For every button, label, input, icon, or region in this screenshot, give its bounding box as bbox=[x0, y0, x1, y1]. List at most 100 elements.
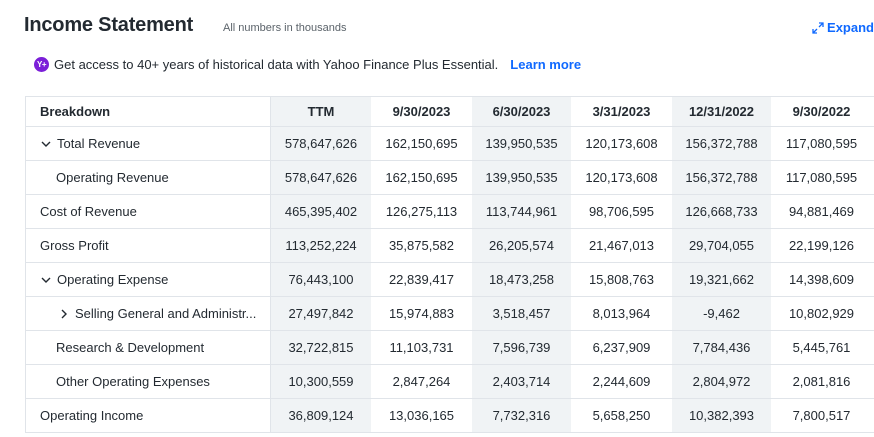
table-row: Cost of Revenue 465,395,402 126,275,113 113… bbox=[26, 195, 874, 229]
table-cell: 139,950,535 bbox=[471, 127, 571, 160]
table-cell: 18,473,258 bbox=[471, 263, 571, 296]
table-cell: 126,275,113 bbox=[371, 195, 471, 228]
table-cell: 120,173,608 bbox=[571, 161, 671, 194]
row-label-text: Research & Development bbox=[56, 340, 205, 355]
table-cell: 126,668,733 bbox=[671, 195, 771, 228]
table-cell: 2,403,714 bbox=[471, 365, 571, 398]
table-cell: 3,518,457 bbox=[471, 297, 571, 330]
table-cell: 10,300,559 bbox=[271, 365, 371, 398]
table-cell: 15,808,763 bbox=[571, 263, 671, 296]
table-cell: 5,445,761 bbox=[771, 331, 871, 364]
table-cell: 35,875,582 bbox=[371, 229, 471, 262]
table-cell: 139,950,535 bbox=[471, 161, 571, 194]
table-cell: 7,784,436 bbox=[671, 331, 771, 364]
column-header: 6/30/2023 bbox=[471, 97, 571, 126]
chevron-down-icon[interactable] bbox=[40, 138, 52, 150]
learn-more-link[interactable]: Learn more bbox=[510, 57, 582, 72]
table-cell: 5,658,250 bbox=[571, 399, 671, 432]
table-cell: 156,372,788 bbox=[671, 127, 771, 160]
table-cell: 578,647,626 bbox=[271, 127, 371, 160]
row-label-text: Gross Profit bbox=[40, 238, 109, 253]
table-cell: 2,804,972 bbox=[671, 365, 771, 398]
row-label: Cost of Revenue bbox=[26, 195, 271, 228]
promo-text: Get access to 40+ years of historical da… bbox=[54, 57, 499, 72]
column-header: 3/31/2023 bbox=[571, 97, 671, 126]
table-cell: 27,497,842 bbox=[271, 297, 371, 330]
column-header: TTM bbox=[271, 97, 371, 126]
row-label[interactable]: Total Revenue bbox=[26, 127, 271, 160]
table-cell: 10,802,929 bbox=[771, 297, 871, 330]
table-cell: 162,150,695 bbox=[371, 161, 471, 194]
table-cell: 21,467,013 bbox=[571, 229, 671, 262]
row-label-text: Selling General and Administr... bbox=[75, 306, 257, 321]
table-cell: 113,252,224 bbox=[271, 229, 371, 262]
column-header: 9/30/2023 bbox=[371, 97, 471, 126]
table-cell: 11,103,731 bbox=[371, 331, 471, 364]
table-cell: 94,881,469 bbox=[771, 195, 871, 228]
table-cell: 26,205,574 bbox=[471, 229, 571, 262]
table-cell: 117,080,595 bbox=[771, 161, 871, 194]
table-cell: 29,704,055 bbox=[671, 229, 771, 262]
table-cell: 32,722,815 bbox=[271, 331, 371, 364]
financials-table: Breakdown TTM 9/30/2023 6/30/2023 3/31/2… bbox=[25, 96, 874, 433]
table-cell: 156,372,788 bbox=[671, 161, 771, 194]
table-cell: 6,237,909 bbox=[571, 331, 671, 364]
table-row: Other Operating Expenses 10,300,559 2,847,… bbox=[26, 365, 874, 399]
table-cell: -9,462 bbox=[671, 297, 771, 330]
row-label-text: Operating Income bbox=[40, 408, 144, 423]
row-label-text: Operating Revenue bbox=[56, 170, 169, 185]
table-cell: 2,847,264 bbox=[371, 365, 471, 398]
table-cell: 465,395,402 bbox=[271, 195, 371, 228]
table-cell: 36,809,124 bbox=[271, 399, 371, 432]
table-cell: 113,744,961 bbox=[471, 195, 571, 228]
table-cell: 22,839,417 bbox=[371, 263, 471, 296]
table-cell: 117,080,595 bbox=[771, 127, 871, 160]
row-label: Other Operating Expenses bbox=[26, 365, 271, 398]
table-cell: 8,013,964 bbox=[571, 297, 671, 330]
table-row: Operating Income 36,809,124 13,036,165 7,73… bbox=[26, 399, 874, 433]
table-cell: 162,150,695 bbox=[371, 127, 471, 160]
row-label: Operating Revenue bbox=[26, 161, 271, 194]
column-header: 9/30/2022 bbox=[771, 97, 871, 126]
table-row: Operating Revenue 578,647,626 162,150,695 1… bbox=[26, 161, 874, 195]
table-cell: 7,800,517 bbox=[771, 399, 871, 432]
table-cell: 14,398,609 bbox=[771, 263, 871, 296]
row-label[interactable]: Selling General and Administr... bbox=[26, 297, 271, 330]
table-header-row: Breakdown TTM 9/30/2023 6/30/2023 3/31/2… bbox=[26, 97, 874, 127]
row-label: Operating Income bbox=[26, 399, 271, 432]
chevron-right-icon[interactable] bbox=[58, 308, 70, 320]
section-header: Income Statement All numbers in thousand… bbox=[24, 12, 874, 42]
column-header: 12/31/2022 bbox=[671, 97, 771, 126]
chevron-down-icon[interactable] bbox=[40, 274, 52, 286]
table-cell: 13,036,165 bbox=[371, 399, 471, 432]
row-label-text: Cost of Revenue bbox=[40, 204, 137, 219]
page-title: Income Statement bbox=[24, 14, 194, 36]
table-cell: 2,081,816 bbox=[771, 365, 871, 398]
table-cell: 10,382,393 bbox=[671, 399, 771, 432]
expand-button[interactable]: Expand bbox=[812, 20, 874, 35]
plus-promo-banner: Y+ Get access to 40+ years of historical… bbox=[34, 57, 581, 72]
table-row: Research & Development 32,722,815 11,103,7… bbox=[26, 331, 874, 365]
table-cell: 578,647,626 bbox=[271, 161, 371, 194]
table-cell: 22,199,126 bbox=[771, 229, 871, 262]
table-row: Operating Expense 76,443,100 22,839,417 18,… bbox=[26, 263, 874, 297]
yahoo-plus-icon: Y+ bbox=[34, 57, 49, 72]
table-row: Selling General and Administr... 27,497,8… bbox=[26, 297, 874, 331]
breakdown-header: Breakdown bbox=[26, 97, 271, 126]
table-cell: 76,443,100 bbox=[271, 263, 371, 296]
expand-arrows-icon bbox=[812, 21, 824, 34]
table-cell: 7,596,739 bbox=[471, 331, 571, 364]
row-label: Gross Profit bbox=[26, 229, 271, 262]
units-note: All numbers in thousands bbox=[223, 22, 347, 34]
table-cell: 15,974,883 bbox=[371, 297, 471, 330]
table-cell: 7,732,316 bbox=[471, 399, 571, 432]
table-row: Total Revenue 578,647,626 162,150,695 139,9… bbox=[26, 127, 874, 161]
expand-label: Expand bbox=[827, 20, 874, 35]
row-label-text: Operating Expense bbox=[57, 272, 169, 287]
row-label[interactable]: Operating Expense bbox=[26, 263, 271, 296]
table-cell: 120,173,608 bbox=[571, 127, 671, 160]
table-cell: 2,244,609 bbox=[571, 365, 671, 398]
table-cell: 98,706,595 bbox=[571, 195, 671, 228]
row-label-text: Total Revenue bbox=[57, 136, 141, 151]
